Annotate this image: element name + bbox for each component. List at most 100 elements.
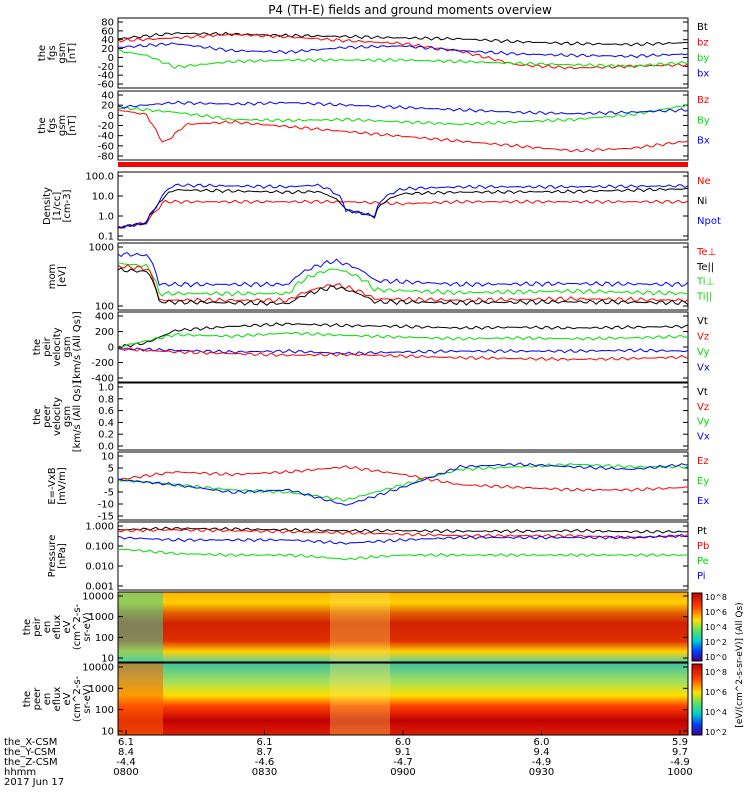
y-axis-label-line: gsm [57,115,68,136]
legend-entry: Vt [697,316,708,327]
legend-entry: Vt [697,387,708,398]
x-row-value: -4.6 [255,757,275,768]
colorbar-tick: 10^4 [705,708,727,717]
legend-entry: Pb [697,541,709,552]
y-tick-label: 40 [101,91,114,102]
series-line [117,49,689,70]
y-axis-label-line: Pressure [47,535,58,578]
y-axis-label-line: gsm [62,336,73,357]
series-line [117,331,689,347]
series-line [117,31,689,47]
legend-entry: Ex [697,496,709,507]
colorbar-tick: 10^0 [705,653,727,662]
x-row-value: 9.7 [672,747,688,758]
panel-frame [117,311,689,383]
y-tick-label: 0 [108,343,114,354]
panel-peir_en_eflux: 10000 1000 100 10 thepeirenefluxeV(cm^2-s-sr… [22,591,689,665]
y-tick-label: 1000 [89,684,114,695]
y-axis-label-line: eflux [52,615,63,640]
legend-entry: Te⊥ [696,247,716,258]
y-tick-label: -60 [98,141,114,152]
panel-velocity_peir: 400 200 0 -200 -400 thepeirvelocitygsm[km/s (… [32,311,710,384]
series-line [117,322,689,349]
y-axis-label-line: sr-eV) [82,684,93,713]
y-tick-label: 10000 [82,592,114,603]
legend-entry: Vx [697,363,710,374]
y-axis-label-line: [km/s (All Qs)] [72,381,83,453]
legend-entry: Vx [697,431,710,442]
y-axis-label-line: peir [42,336,53,356]
heatmap-early-region [118,592,163,662]
series-line [117,100,689,116]
x-row-value: -4.9 [532,757,552,768]
y-tick-label: 100 [95,705,114,716]
y-tick-label: -20 [98,121,114,132]
y-axis-label-line: [cm-3] [62,189,73,222]
y-tick-label: 10 [101,452,114,463]
colorbar-tick: 10^4 [705,623,727,632]
heatmap-image [118,663,688,735]
x-row-value: 5.9 [672,737,688,748]
y-axis-label-line: the [37,117,48,133]
legend-entry: Vy [697,347,710,358]
y-axis-label-line: peir [32,616,43,636]
x-row-label: the_Y-CSM [4,747,56,758]
legend-entry: Npot [697,216,721,227]
colorbar-tick: 10^8 [705,593,727,602]
series-line [117,267,689,306]
legend-entry: By [697,115,710,126]
series-line [117,463,689,502]
series-line [117,347,689,362]
y-tick-label: 0.100 [85,542,114,553]
x-row-value: 9.1 [395,747,411,758]
y-tick-label: -5 [104,488,114,499]
y-tick-label: 100 [95,302,114,313]
colorbar-tick: 10^6 [705,608,727,617]
y-tick-label: 1.0 [98,383,114,394]
panel-frame [117,591,689,663]
legend-entry: Bt [697,22,708,33]
y-tick-label: -60 [98,80,114,91]
y-axis-label-line: (cm^2-s- [72,603,83,650]
y-axis-label-line: gsm [62,406,73,427]
y-tick-label: 0.4 [98,418,114,429]
y-axis-label: thefgsgsm[nT] [37,115,78,136]
panel-peer_en_eflux: 10000 1000 100 10 thepeerenefluxeV(cm^2-s-sr… [22,662,689,738]
y-axis-label-line: peer [42,404,53,428]
legend-entry: Ti⊥ [696,277,714,288]
series-line [117,42,689,59]
y-axis-label: E=-VxB[mV/m] [47,467,68,505]
status-bar [118,162,688,167]
y-tick-label: -200 [91,358,114,369]
heatmap-disturbed-region [330,663,390,735]
y-axis-label-line: E=-VxB [47,467,58,504]
y-tick-label: 0.8 [98,394,114,405]
y-tick-label: 400 [95,312,114,323]
colorbar-tick: 10^2 [705,728,727,737]
y-tick-label: 0.1 [98,232,114,243]
colorbar-label: [eV/(cm^2-s-sr-eV)] (All Qs) [735,602,745,727]
legend-entry: Bz [697,95,709,106]
panel-velocity_peer: 1.00.80.60.40.20.0 thepeervelocitygsm[km/… [32,381,710,453]
y-axis-label: thepeirenefluxeV(cm^2-s-sr-eV) [22,603,93,650]
y-tick-label: 10000 [82,663,114,674]
series-line [117,183,689,229]
y-axis-label-line: fgs [47,118,58,133]
y-axis-label-line: the [32,339,43,355]
y-axis-label-line: [eV] [57,266,68,287]
series-line [117,548,688,561]
x-row-value: 8.4 [118,747,134,758]
colorbar-tick: 10^8 [705,668,727,677]
y-axis-label-line: fgs [47,45,58,60]
legend-entry: Ti|| [696,291,712,302]
x-row-value: 6.1 [118,737,134,748]
y-axis-label-line: en [42,621,53,634]
y-axis-label-line: gsm [57,42,68,63]
legend-entry: Ne [697,176,711,187]
y-axis-label: Pressure[nPa] [47,535,68,578]
series-line [117,261,689,297]
y-tick-label: 0 [108,111,114,122]
